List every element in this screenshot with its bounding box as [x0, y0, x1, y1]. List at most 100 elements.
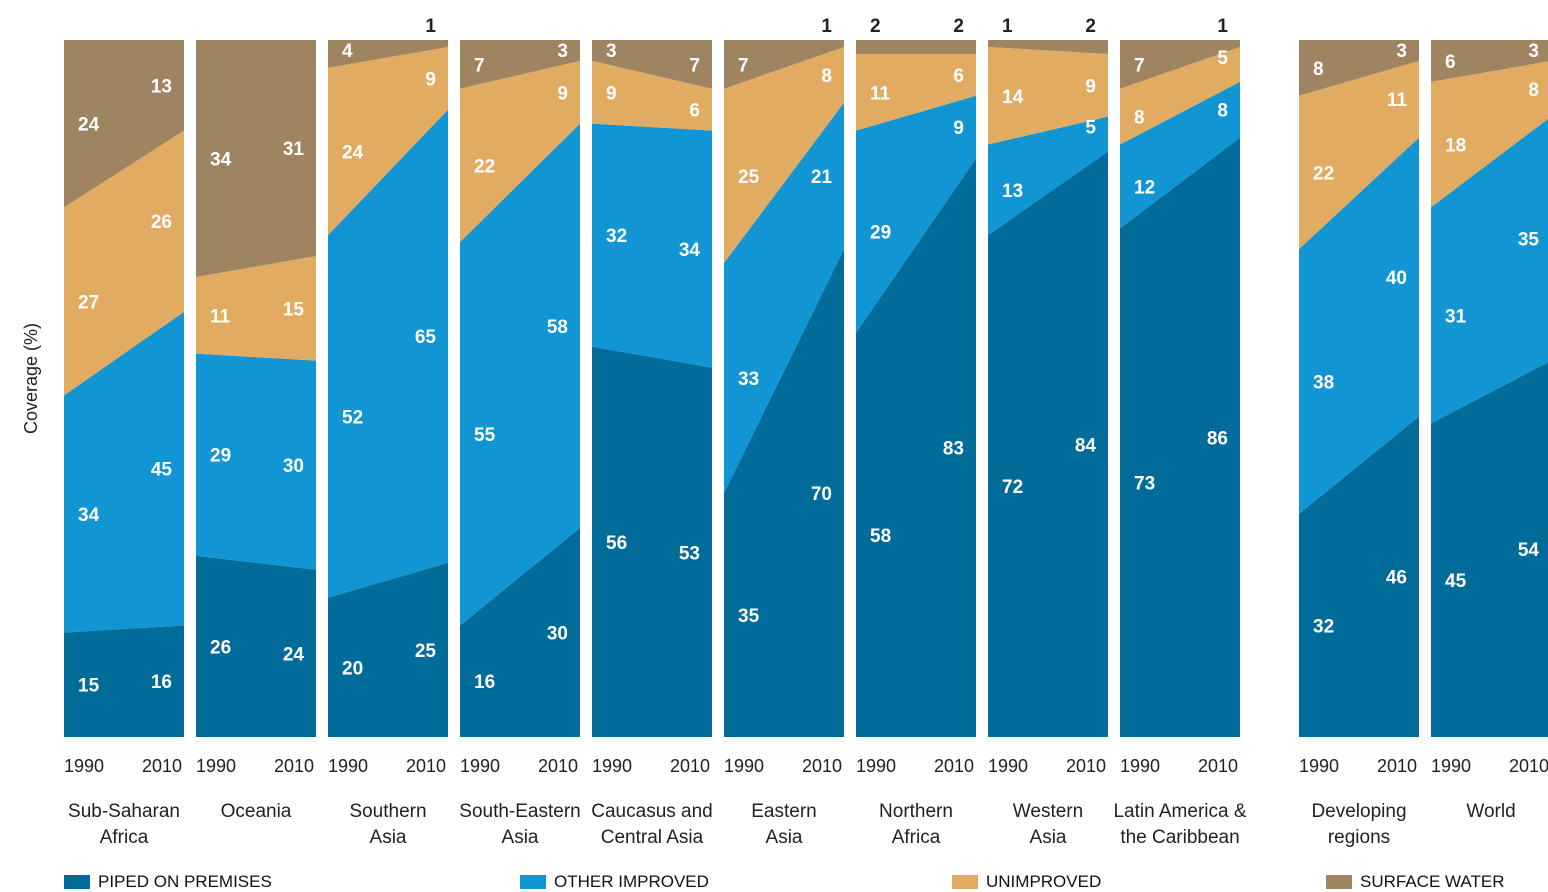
value-label-latin-america-the-caribbean-2010: 8 [1217, 101, 1228, 122]
region-label-western-asia: Asia [1030, 827, 1067, 848]
value-label-northern-africa-1990: 2 [870, 16, 881, 37]
area-developing-regions-other-improved [1299, 137, 1419, 514]
value-label-south-eastern-asia-1990: 16 [474, 672, 495, 693]
region-label-latin-america-the-caribbean: Latin America & [1113, 801, 1246, 822]
area-northern-africa-piped-on-premises [856, 158, 976, 738]
value-label-world-2010: 3 [1528, 41, 1539, 62]
legend-item-piped: PIPED ON PREMISES [64, 872, 272, 892]
value-label-eastern-asia-1990: 7 [738, 55, 749, 76]
region-label-south-eastern-asia: Asia [502, 827, 539, 848]
panel-developing-regions: 32 46 38 40 22 11 8 3 1990 2010 Developing regions [1299, 40, 1419, 848]
region-label-caucasus-and-central-asia: Central Asia [601, 827, 704, 848]
area-sub-saharan-africa-other-improved [64, 311, 184, 633]
value-label-oceania-1990: 29 [210, 446, 231, 467]
area-south-eastern-asia-piped-on-premises [460, 527, 580, 737]
value-label-south-eastern-asia-1990: 22 [474, 156, 495, 177]
value-label-world-1990: 31 [1445, 306, 1467, 327]
panel-caucasus-and-central-asia: 56 53 32 34 9 6 3 7 1990 2010 Caucasus and Central … [591, 40, 713, 848]
area-eastern-asia-piped-on-premises [724, 249, 844, 737]
value-label-oceania-1990: 26 [210, 637, 231, 658]
area-world-piped-on-premises [1431, 362, 1548, 737]
value-label-developing-regions-2010: 3 [1396, 41, 1407, 62]
value-label-world-2010: 35 [1518, 230, 1540, 251]
value-label-sub-saharan-africa-2010: 26 [151, 212, 172, 233]
area-northern-africa-unimproved [856, 53, 976, 131]
value-label-eastern-asia-2010: 1 [821, 16, 832, 37]
value-label-caucasus-and-central-asia-1990: 9 [606, 83, 617, 104]
area-developing-regions-unimproved [1299, 60, 1419, 250]
x-tick-label: 2010 [142, 756, 182, 776]
value-label-southern-asia-2010: 1 [425, 16, 436, 37]
area-caucasus-and-central-asia-unimproved [592, 60, 712, 131]
x-tick-label: 2010 [1509, 756, 1548, 776]
legend-swatch-unimproved [952, 875, 978, 889]
area-south-eastern-asia-unimproved [460, 60, 580, 243]
value-label-western-asia-2010: 84 [1075, 435, 1097, 456]
region-label-northern-africa: Africa [892, 827, 941, 848]
x-tick-label: 1990 [460, 756, 500, 776]
value-label-caucasus-and-central-asia-2010: 34 [679, 240, 701, 261]
value-label-south-eastern-asia-2010: 3 [557, 41, 568, 62]
area-western-asia-other-improved [988, 116, 1108, 236]
legend-swatch-other-improved [520, 875, 546, 889]
value-label-eastern-asia-1990: 25 [738, 167, 760, 188]
area-western-asia-unimproved [988, 46, 1108, 145]
region-label-eastern-asia: Asia [766, 827, 803, 848]
region-label-world: World [1466, 801, 1515, 822]
value-label-oceania-1990: 34 [210, 149, 232, 170]
value-label-oceania-1990: 11 [210, 306, 231, 327]
value-label-southern-asia-2010: 9 [425, 69, 436, 90]
region-label-eastern-asia: Eastern [751, 801, 816, 822]
legend-label-surface-water: SURFACE WATER [1360, 872, 1505, 891]
value-label-latin-america-the-caribbean-1990: 73 [1134, 474, 1155, 495]
x-tick-label: 1990 [592, 756, 632, 776]
area-world-unimproved [1431, 61, 1548, 208]
legend-label-other-improved: OTHER IMPROVED [554, 872, 709, 891]
value-label-northern-africa-1990: 29 [870, 223, 891, 244]
value-label-south-eastern-asia-1990: 55 [474, 425, 496, 446]
area-oceania-unimproved [196, 256, 316, 361]
area-southern-asia-piped-on-premises [328, 562, 448, 737]
panel-western-asia: 72 84 13 5 14 9 1 2 1990 2010 Western Asia [988, 16, 1108, 848]
x-tick-label: 2010 [670, 756, 710, 776]
value-label-sub-saharan-africa-2010: 45 [151, 460, 173, 481]
legend-item-other-improved: OTHER IMPROVED [520, 872, 709, 892]
value-label-sub-saharan-africa-2010: 16 [151, 672, 172, 693]
x-tick-label: 2010 [538, 756, 578, 776]
x-tick-label: 2010 [934, 756, 974, 776]
region-label-southern-asia: Asia [370, 827, 407, 848]
panel-oceania: 26 24 29 30 11 15 34 31 1990 2010 Oceania [196, 40, 316, 822]
area-latin-america-the-caribbean-surface-water [1120, 40, 1240, 89]
value-label-south-eastern-asia-2010: 9 [557, 83, 568, 104]
area-oceania-surface-water [196, 40, 316, 277]
region-label-developing-regions: Developing [1311, 801, 1406, 822]
value-label-sub-saharan-africa-1990: 27 [78, 292, 99, 313]
value-label-oceania-2010: 30 [283, 456, 304, 477]
value-label-eastern-asia-2010: 8 [821, 66, 832, 87]
legend-label-piped: PIPED ON PREMISES [98, 872, 272, 891]
value-label-south-eastern-asia-2010: 58 [547, 317, 568, 338]
area-latin-america-the-caribbean-unimproved [1120, 46, 1240, 145]
area-south-eastern-asia-other-improved [460, 123, 580, 626]
area-northern-africa-other-improved [856, 95, 976, 333]
value-label-south-eastern-asia-1990: 7 [474, 55, 485, 76]
value-label-oceania-2010: 31 [283, 139, 305, 160]
value-label-world-2010: 8 [1528, 80, 1539, 101]
area-eastern-asia-other-improved [724, 102, 844, 494]
legend-label-unimproved: UNIMPROVED [986, 872, 1102, 891]
area-latin-america-the-caribbean-piped-on-premises [1120, 137, 1240, 737]
area-sub-saharan-africa-unimproved [64, 130, 184, 396]
x-tick-label: 2010 [1377, 756, 1417, 776]
area-caucasus-and-central-asia-surface-water [592, 40, 712, 89]
region-label-southern-asia: Southern [349, 801, 426, 822]
value-label-latin-america-the-caribbean-1990: 8 [1134, 108, 1145, 129]
panel-sub-saharan-africa: 15 16 34 45 27 26 24 13 1990 2010 Sub-Saharan Afric… [64, 40, 184, 848]
area-sub-saharan-africa-surface-water [64, 40, 184, 208]
area-southern-asia-other-improved [328, 109, 448, 598]
value-label-oceania-2010: 24 [283, 644, 305, 665]
value-label-latin-america-the-caribbean-1990: 7 [1134, 55, 1145, 76]
panel-southern-asia: 20 25 52 65 24 9 4 1 1990 2010 Southern Asia [328, 16, 448, 848]
area-sub-saharan-africa-piped-on-premises [64, 625, 184, 737]
area-northern-africa-surface-water [856, 40, 976, 54]
